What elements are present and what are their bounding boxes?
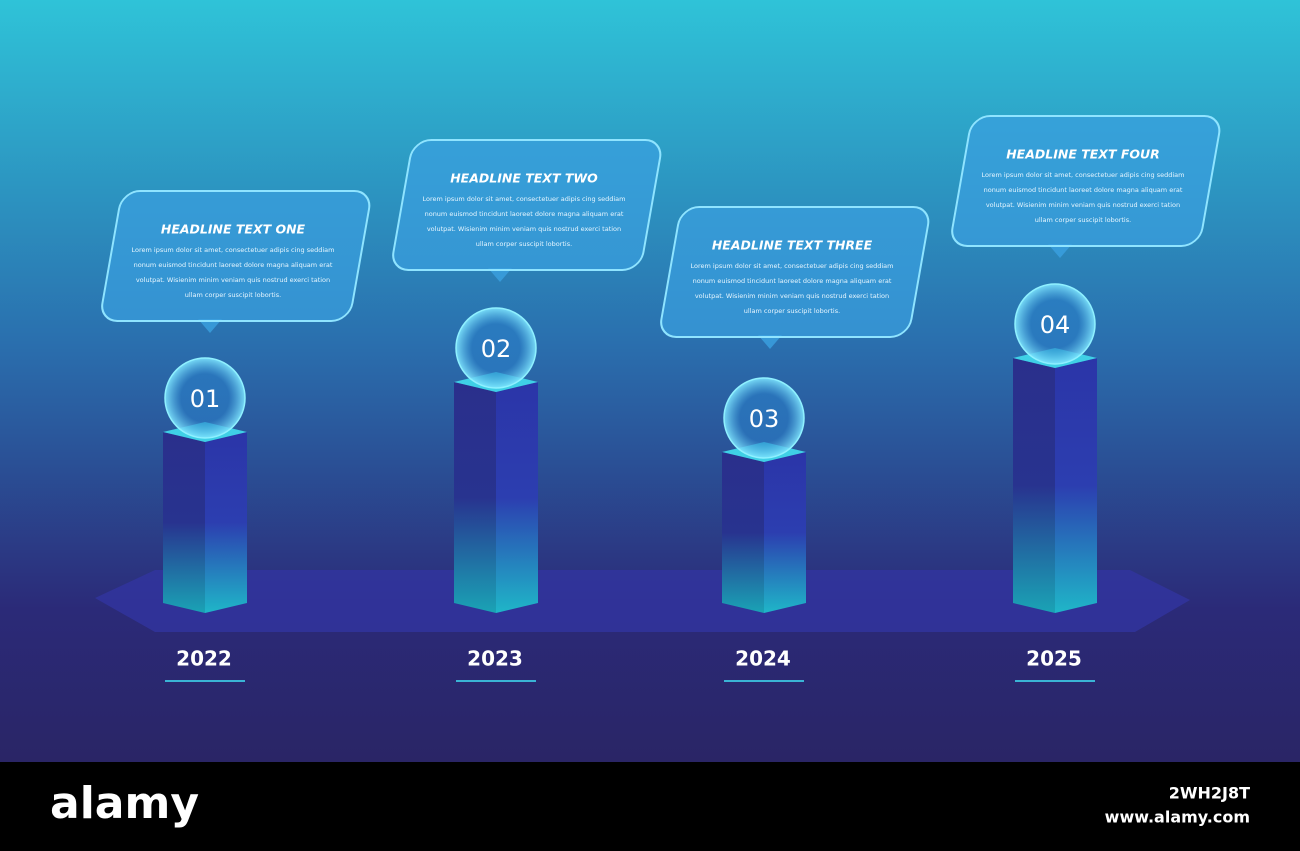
pillar-front — [1013, 358, 1055, 613]
body-line: volutpat. Wisienim minim veniam quis nos… — [427, 225, 621, 233]
headline: HEADLINE TEXT FOUR — [1006, 147, 1160, 162]
step-number: 02 — [481, 335, 512, 363]
floor — [95, 570, 1190, 632]
orb — [723, 377, 805, 459]
headline: HEADLINE TEXT TWO — [450, 171, 598, 186]
pillar-side — [764, 452, 806, 613]
headline: HEADLINE TEXT THREE — [712, 238, 873, 253]
bubble-pointer — [488, 268, 512, 282]
body-line: ullam corper suscipit lobortis. — [476, 240, 572, 248]
body-line: Lorem ipsum dolor sit amet, consectetuer… — [981, 171, 1184, 179]
bubble-pointer — [198, 319, 222, 333]
bubble — [951, 115, 1221, 247]
body-line: Lorem ipsum dolor sit amet, consectetuer… — [422, 195, 625, 203]
steps: 01 2022 HEADLINE TEXT ONE Lorem ipsum dolor… — [101, 115, 1221, 682]
pillar-front — [454, 382, 496, 613]
body-line: nonum euismod tincidunt laoreet dolore m… — [693, 277, 892, 285]
step-number: 03 — [749, 405, 780, 433]
body-line: ullam corper suscipit lobortis. — [1035, 216, 1131, 224]
year: 2023 — [467, 647, 523, 671]
body-line: Lorem ipsum dolor sit amet, consectetuer… — [131, 246, 334, 254]
pillar-side — [205, 432, 247, 613]
bubble — [101, 190, 371, 322]
body-line: nonum euismod tincidunt laoreet dolore m… — [425, 210, 624, 218]
body-line: volutpat. Wisienim minim veniam quis nos… — [136, 276, 330, 284]
year: 2022 — [176, 647, 232, 671]
logo: alamy — [50, 778, 199, 829]
bubble-pointer — [758, 335, 782, 349]
orb — [455, 307, 537, 389]
body-line: volutpat. Wisienim minim veniam quis nos… — [695, 292, 889, 300]
pillar-side — [1055, 358, 1097, 613]
headline: HEADLINE TEXT ONE — [161, 222, 306, 237]
body-line: ullam corper suscipit lobortis. — [185, 291, 281, 299]
footer-bar — [0, 762, 1300, 851]
pillar-side — [496, 382, 538, 613]
step-number: 04 — [1040, 311, 1071, 339]
orb — [164, 357, 246, 439]
url: www.alamy.com — [1105, 808, 1250, 827]
bubble — [660, 206, 930, 338]
pillar-front — [163, 432, 205, 613]
pillar-front — [722, 452, 764, 613]
year: 2024 — [735, 647, 791, 671]
body-line: nonum euismod tincidunt laoreet dolore m… — [984, 186, 1183, 194]
image-id: 2WH2J8T — [1169, 784, 1250, 803]
orb — [1014, 283, 1096, 365]
body-line: nonum euismod tincidunt laoreet dolore m… — [134, 261, 333, 269]
body-line: Lorem ipsum dolor sit amet, consectetuer… — [690, 262, 893, 270]
year: 2025 — [1026, 647, 1082, 671]
bubble-pointer — [1048, 244, 1072, 258]
bubble — [392, 139, 662, 271]
body-line: volutpat. Wisienim minim veniam quis nos… — [986, 201, 1180, 209]
step-number: 01 — [190, 385, 221, 413]
body-line: ullam corper suscipit lobortis. — [744, 307, 840, 315]
